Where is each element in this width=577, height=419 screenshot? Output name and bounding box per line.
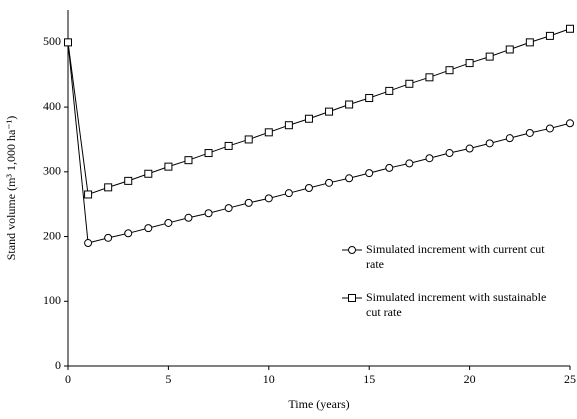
x-tick-label: 15	[363, 372, 375, 386]
marker	[84, 190, 93, 199]
marker	[164, 218, 173, 227]
marker	[84, 239, 93, 248]
marker	[485, 52, 494, 61]
marker	[244, 198, 253, 207]
marker	[545, 124, 554, 133]
marker	[304, 114, 313, 123]
marker	[385, 163, 394, 172]
marker	[284, 189, 293, 198]
marker	[485, 139, 494, 148]
marker	[244, 135, 253, 144]
marker	[64, 38, 72, 47]
marker	[465, 59, 474, 68]
x-tick-label: 5	[165, 372, 171, 386]
marker	[325, 107, 334, 116]
marker	[304, 184, 313, 192]
marker	[425, 154, 434, 163]
marker	[284, 121, 293, 130]
y-tick-label: 200	[43, 228, 61, 242]
marker	[465, 144, 474, 153]
y-tick-label: 100	[43, 293, 61, 307]
marker	[224, 141, 233, 150]
marker	[184, 156, 193, 165]
marker	[348, 294, 356, 302]
marker	[566, 119, 574, 128]
marker	[164, 162, 173, 171]
marker	[184, 213, 193, 222]
x-tick-label: 25	[564, 372, 576, 386]
marker	[264, 128, 273, 137]
x-axis-label: Time (years)	[288, 397, 349, 411]
marker	[365, 94, 374, 103]
y-tick-label: 400	[43, 99, 61, 113]
marker	[365, 169, 374, 178]
marker	[505, 134, 514, 143]
marker	[405, 159, 414, 168]
marker	[144, 224, 153, 233]
marker	[124, 176, 133, 185]
marker	[566, 24, 574, 33]
marker	[345, 100, 354, 109]
legend-label: Simulated increment with sustainable cut…	[366, 290, 547, 319]
marker	[348, 246, 356, 254]
marker	[224, 204, 233, 213]
y-tick-label: 0	[55, 358, 61, 372]
y-tick-label: 500	[43, 34, 61, 48]
marker	[425, 73, 434, 82]
marker	[345, 174, 354, 183]
marker	[325, 178, 334, 187]
marker	[385, 86, 394, 95]
marker	[104, 233, 113, 242]
y-axis-label: Stand volume (m³ 1,000 ha⁻¹)	[4, 116, 18, 261]
marker	[525, 128, 534, 137]
x-tick-label: 20	[464, 372, 476, 386]
marker	[525, 38, 534, 47]
x-tick-label: 0	[65, 372, 71, 386]
x-tick-label: 10	[263, 372, 275, 386]
marker	[505, 45, 514, 54]
marker	[405, 79, 414, 88]
marker	[545, 31, 554, 40]
marker	[445, 66, 454, 75]
marker	[144, 169, 153, 178]
y-tick-label: 300	[43, 164, 61, 178]
marker	[445, 149, 454, 158]
marker	[104, 183, 113, 192]
marker	[204, 209, 213, 218]
legend-label: Simulated increment with current cut rat…	[366, 242, 545, 271]
marker	[264, 194, 273, 203]
series-line	[67, 42, 571, 244]
series-line	[67, 28, 571, 196]
marker	[204, 149, 213, 158]
marker	[124, 229, 133, 238]
